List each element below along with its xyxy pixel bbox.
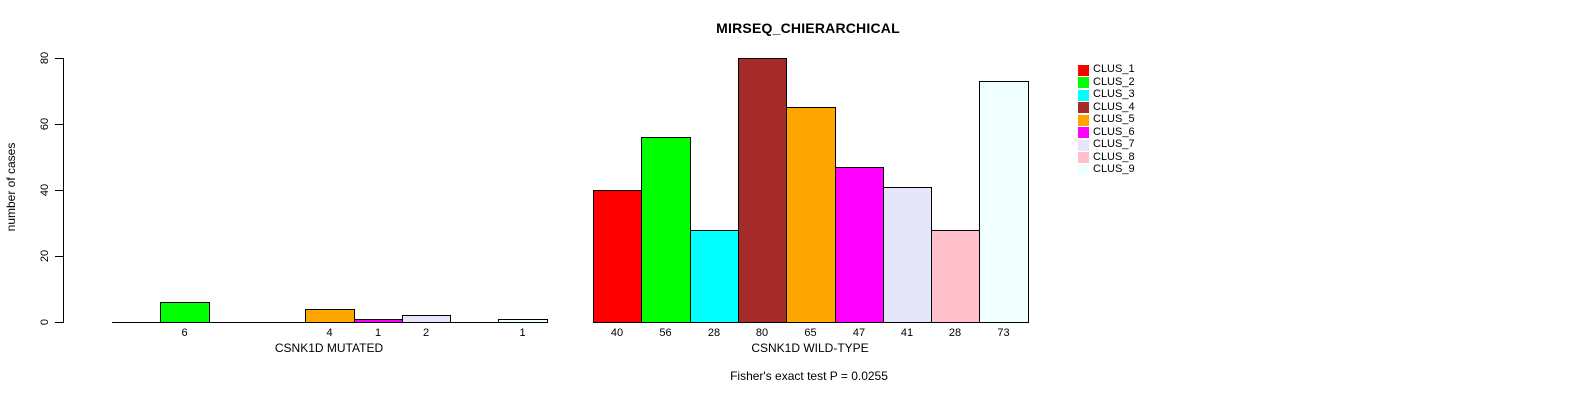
legend-label: CLUS_4 [1093, 100, 1135, 113]
legend-swatch-clus-8 [1078, 152, 1089, 164]
legend-swatch-clus-4 [1078, 102, 1089, 114]
bar-value-label: 56 [659, 327, 672, 339]
y-axis-tick [55, 123, 63, 125]
legend-swatch-clus-2 [1078, 77, 1089, 89]
legend-label: CLUS_6 [1093, 125, 1135, 138]
bar-clus-9-mutated [498, 319, 548, 323]
y-axis-tick-label: 0 [39, 318, 51, 326]
legend-swatch-clus-3 [1078, 89, 1089, 101]
y-axis-tick [55, 189, 63, 191]
y-axis-line [63, 58, 64, 323]
bar-clus-5-mutated [305, 309, 355, 323]
bar-value-label: 65 [804, 327, 817, 339]
bar-clus-4-wildtype [738, 58, 787, 323]
bar-clus-1-wildtype [593, 190, 642, 323]
bar-value-label: 73 [997, 327, 1010, 339]
y-axis-tick [55, 321, 63, 323]
y-axis-tick [55, 57, 63, 59]
bar-clus-9-wildtype [979, 81, 1029, 323]
y-axis-tick-label: 40 [39, 183, 51, 197]
bar-value-label: 40 [610, 327, 624, 339]
bar-clus-7-mutated [402, 315, 451, 323]
legend-swatch-clus-6 [1078, 127, 1089, 139]
bar-value-label: 1 [519, 327, 526, 339]
bar-clus-7-wildtype [883, 187, 932, 323]
legend-swatch-clus-1 [1078, 64, 1089, 76]
bar-value-label: 2 [422, 327, 430, 339]
bar-clus-8-wildtype [931, 230, 980, 323]
bar-value-label: 28 [707, 327, 721, 339]
y-axis-tick-label: 80 [39, 51, 51, 65]
legend-label: CLUS_7 [1093, 138, 1135, 151]
bar-value-label: 41 [900, 327, 914, 339]
group-label-mutated: CSNK1D MUTATED [274, 341, 384, 355]
group-label-wildtype: CSNK1D WILD-TYPE [751, 341, 869, 355]
chart-title: MIRSEQ_CHIERARCHICAL [716, 20, 900, 36]
legend-label: CLUS_1 [1093, 63, 1135, 75]
bar-value-label: 28 [948, 327, 962, 339]
legend-swatch-clus-5 [1078, 114, 1089, 126]
bar-clus-3-wildtype [690, 230, 739, 323]
bar-clus-2-mutated [160, 302, 210, 323]
y-axis-tick [55, 255, 63, 257]
legend-label: CLUS_5 [1093, 113, 1135, 126]
bar-clus-6-wildtype [835, 167, 884, 323]
fisher-test-subtitle: Fisher's exact test P = 0.0255 [730, 369, 888, 383]
bar-value-label: 47 [852, 327, 866, 339]
y-axis-tick-label: 20 [39, 249, 51, 263]
bar-value-label: 1 [374, 327, 382, 339]
legend-label: CLUS_9 [1093, 163, 1135, 176]
legend-swatch-clus-9 [1078, 164, 1089, 176]
legend-label: CLUS_8 [1093, 150, 1135, 163]
legend-label: CLUS_2 [1093, 75, 1135, 88]
bar-value-label: 6 [181, 327, 188, 339]
bar-clus-2-wildtype [641, 137, 691, 323]
legend-label: CLUS_3 [1093, 88, 1135, 101]
bar-value-label: 4 [326, 327, 333, 339]
bar-clus-6-mutated [354, 319, 403, 323]
bar-value-label: 80 [755, 327, 769, 339]
y-axis-tick-label: 60 [39, 117, 51, 131]
bar-clus-5-wildtype [786, 107, 836, 323]
legend-swatch-clus-7 [1078, 139, 1089, 151]
